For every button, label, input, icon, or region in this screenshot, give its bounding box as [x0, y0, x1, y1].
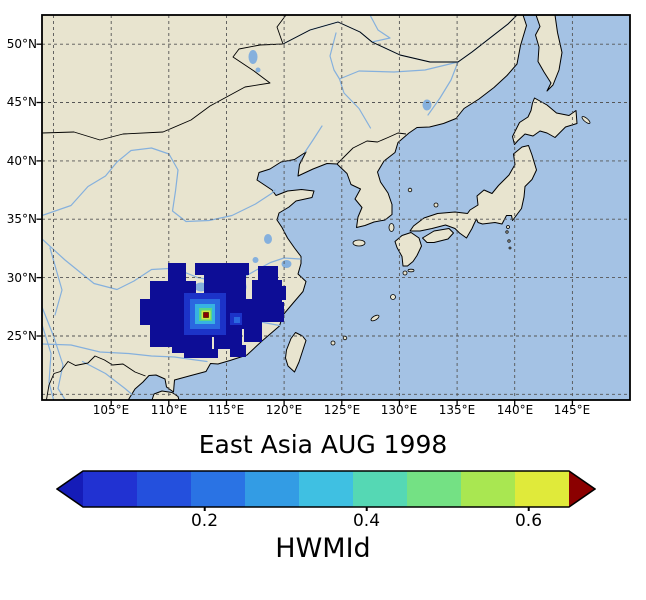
- mekong-river: [42, 306, 66, 400]
- hokkaido: [512, 97, 578, 145]
- colorbar-segment: [83, 471, 137, 507]
- colorbar: 0.2 0.4 0.6: [56, 470, 596, 531]
- vietnam-china-border: [46, 355, 146, 400]
- colorbar-under-arrow: [57, 471, 83, 507]
- heatmap-layer: [140, 263, 286, 358]
- sakhalin: [535, 15, 563, 92]
- lon-tick-label: 110°E: [150, 403, 188, 417]
- colorbar-segments: [83, 471, 569, 507]
- lon-tick-label: 145°E: [553, 403, 591, 417]
- lon-tick-label: 115°E: [207, 403, 245, 417]
- shikoku: [422, 228, 454, 243]
- figure-title: East Asia AUG 1998: [198, 430, 448, 459]
- lon-tick-label: 140°E: [496, 403, 534, 417]
- lon-tick-label: 120°E: [265, 403, 303, 417]
- colorbar-over-arrow: [569, 471, 595, 507]
- colorbar-segment: [407, 471, 461, 507]
- lat-tick-label: 50°N: [6, 37, 37, 51]
- colorbar-segment: [299, 471, 353, 507]
- lat-tick-label: 35°N: [6, 212, 37, 226]
- colorbar-segment: [245, 471, 299, 507]
- graticule: [42, 15, 630, 400]
- map-frame: [41, 14, 631, 401]
- colorbar-segment: [515, 471, 569, 507]
- lat-tick-label: 30°N: [6, 271, 37, 285]
- songhua-river: [338, 61, 459, 129]
- axis-ticks: [36, 43, 574, 406]
- colorbar-segment: [353, 471, 407, 507]
- hainan: [151, 390, 180, 400]
- colorbar-segment: [137, 471, 191, 507]
- colorbar-tick-label: 0.2: [190, 511, 219, 531]
- salween-river: [42, 323, 55, 400]
- ussuri-river: [427, 61, 459, 116]
- xi-river: [42, 343, 208, 363]
- lat-tick-label: 45°N: [6, 95, 37, 109]
- kyushu: [394, 232, 422, 267]
- lat-tick-label: 40°N: [6, 154, 37, 168]
- zeya-river: [369, 15, 391, 43]
- colorbar-segment: [461, 471, 515, 507]
- lon-tick-label: 105°E: [92, 403, 130, 417]
- lon-tick-label: 135°E: [438, 403, 476, 417]
- liao-river: [304, 125, 323, 153]
- honshu: [409, 145, 537, 239]
- amur-border: [282, 15, 518, 63]
- colorbar-tick-label: 0.4: [352, 511, 381, 531]
- lon-tick-label: 125°E: [323, 403, 361, 417]
- lat-tick-label: 25°N: [6, 329, 37, 343]
- colorbar-segment: [191, 471, 245, 507]
- taiwan: [285, 332, 307, 373]
- korea-china-border: [336, 132, 407, 165]
- colorbar-label: HWMId: [275, 533, 371, 564]
- map: [36, 14, 631, 406]
- colorbar-tick-label: 0.6: [514, 511, 543, 531]
- jinsha-river: [49, 247, 63, 316]
- heatmap-hotspot: [184, 293, 242, 335]
- red-river: [81, 360, 133, 396]
- small-islands: [330, 116, 591, 346]
- lon-tick-label: 130°E: [380, 403, 418, 417]
- yellow-river: [42, 147, 276, 223]
